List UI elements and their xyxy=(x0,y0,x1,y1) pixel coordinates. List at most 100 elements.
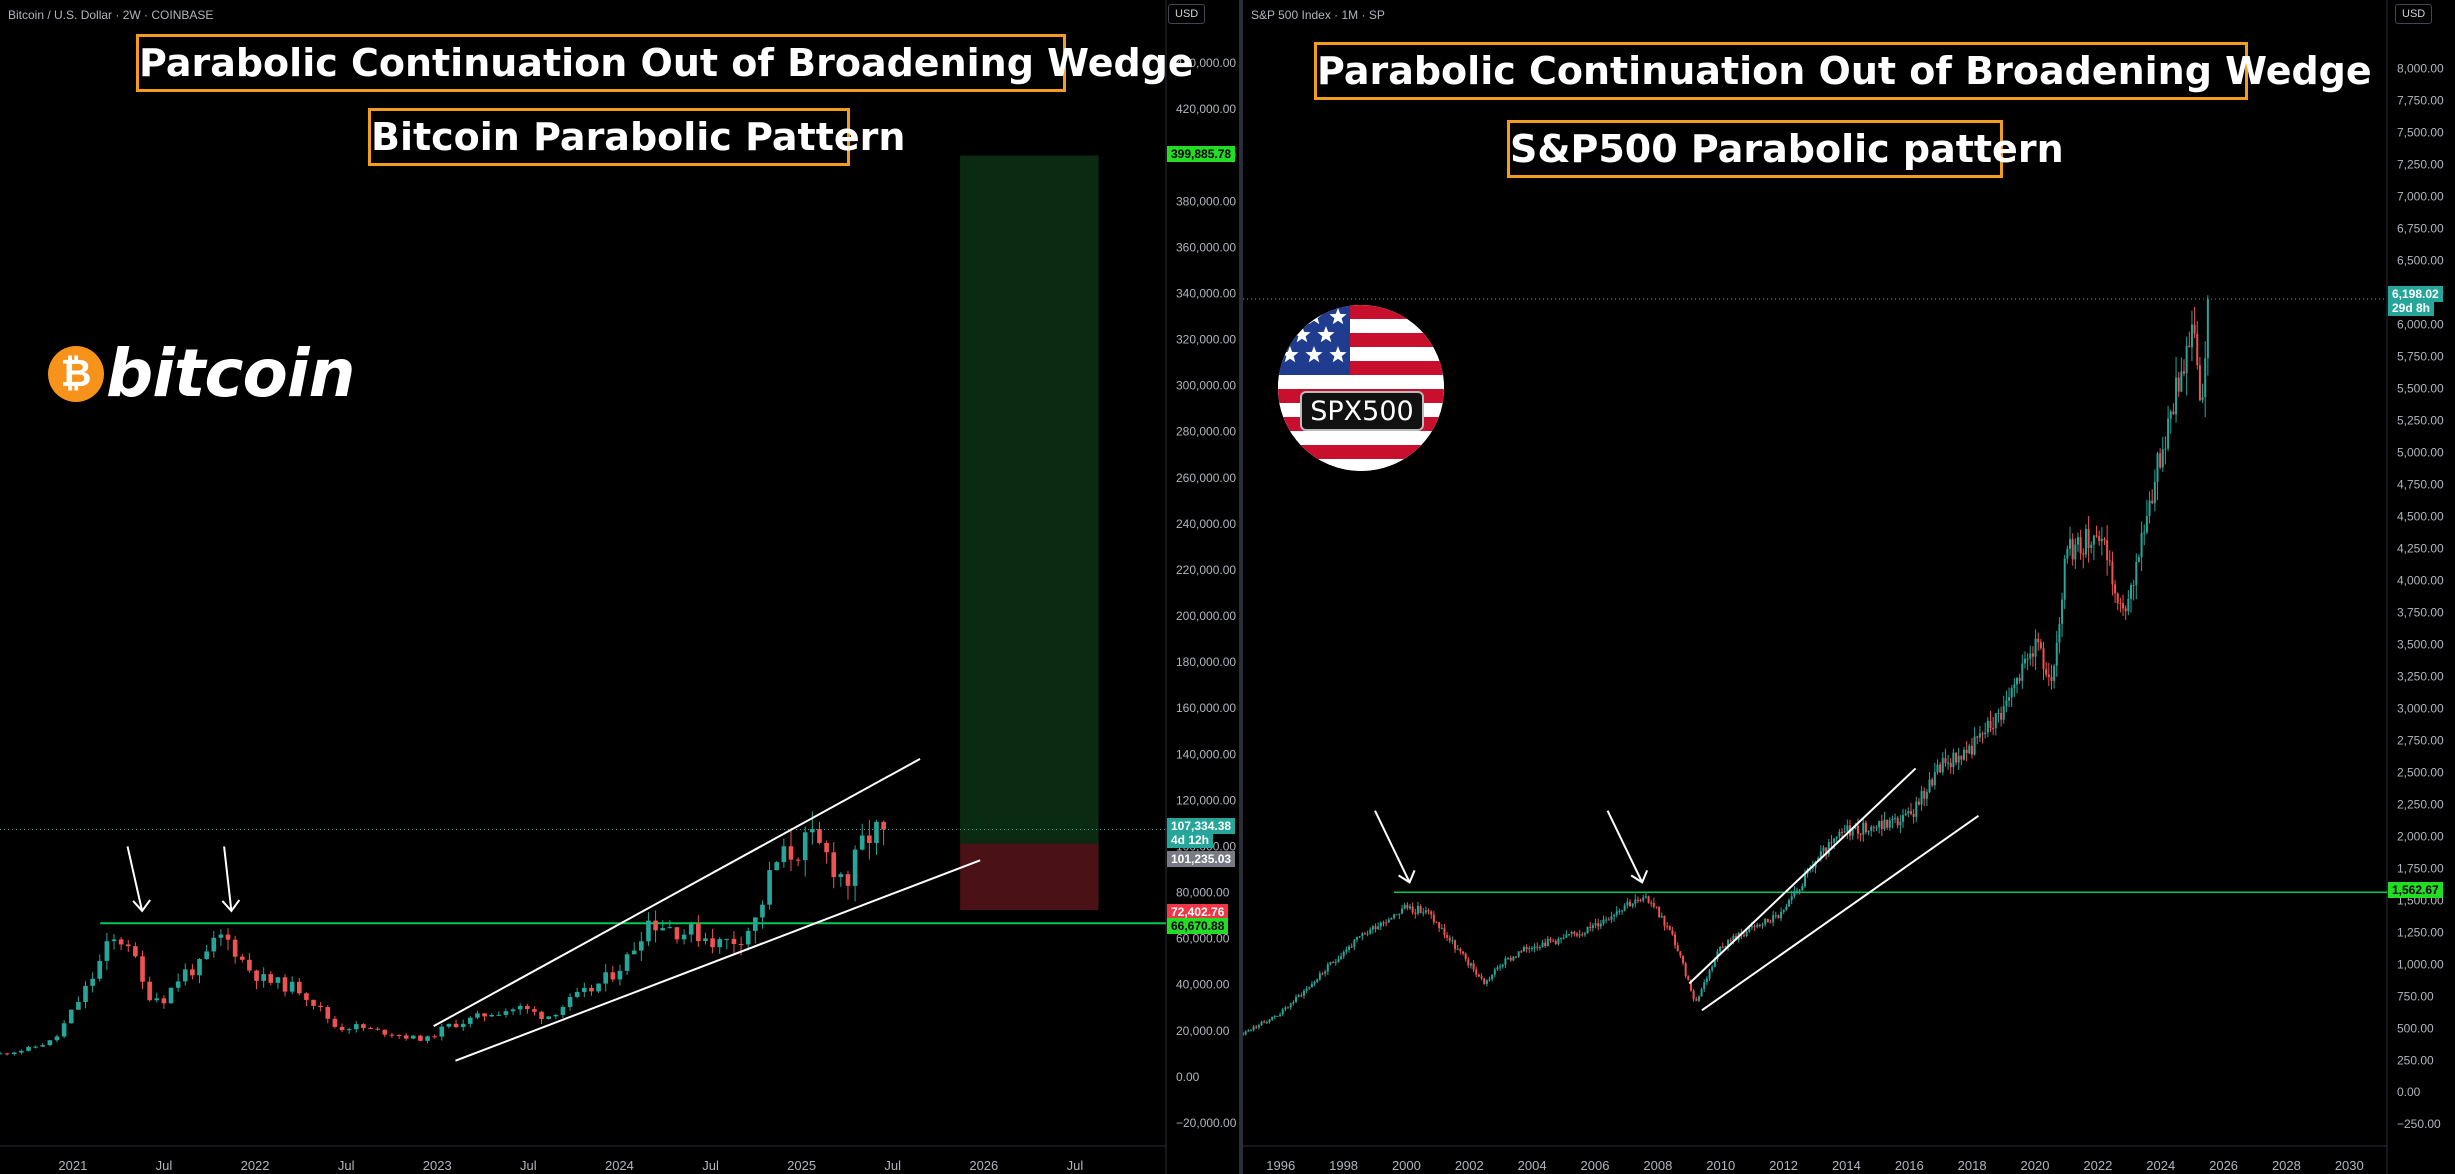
candle-body xyxy=(1652,902,1655,907)
candle-body xyxy=(225,934,231,940)
candle-body xyxy=(1605,919,1608,921)
candle-body xyxy=(161,998,167,1004)
candle-body xyxy=(1748,926,1751,932)
candle-body xyxy=(1488,979,1491,981)
bitcoin-chart-pane[interactable]: −20,000.00 0.00 20,000.00 40,000.00 60,000.0… xyxy=(0,0,1239,1174)
candle-body xyxy=(296,981,302,994)
candle-body xyxy=(1774,915,1777,917)
candle-body xyxy=(753,917,758,931)
bitcoin-chart-svg[interactable]: −20,000.00 0.00 20,000.00 40,000.00 60,000.0… xyxy=(0,0,1239,1174)
candle-body xyxy=(2021,663,2024,681)
candle-body xyxy=(1589,926,1592,928)
candle-body xyxy=(1962,749,1965,760)
candle-body xyxy=(1419,905,1422,913)
candle-body xyxy=(289,981,295,992)
flag-star xyxy=(1305,346,1323,363)
candle-body xyxy=(1607,919,1610,921)
candle-body xyxy=(667,927,673,929)
y-tick-label: 7,500.00 xyxy=(2397,125,2444,139)
candle-body xyxy=(1416,905,1419,914)
candle-body xyxy=(717,939,723,948)
candle-body xyxy=(1597,923,1600,927)
candle-body xyxy=(774,862,780,871)
candle-body xyxy=(1310,983,1313,988)
candle-body xyxy=(2185,345,2188,374)
countdown-tag: 4d 12h xyxy=(1167,831,1214,848)
candle-body xyxy=(1697,996,1700,1001)
spx-chart-pane[interactable]: −250.00 0.00 250.00 500.00 750.00 1,000.00 1,2… xyxy=(1243,0,2455,1174)
candle-body xyxy=(1843,831,1846,833)
x-tick-label: 2018 xyxy=(1958,1158,1987,1173)
candle-body xyxy=(1324,971,1327,974)
candle-body xyxy=(2098,536,2101,542)
candle-body xyxy=(724,938,730,940)
y-tick-label: 420,000.00 xyxy=(1176,102,1236,116)
candle-body xyxy=(2103,538,2106,541)
candle-body xyxy=(1864,822,1867,833)
candle-body xyxy=(218,934,224,938)
spx-chart-svg[interactable]: −250.00 0.00 250.00 500.00 750.00 1,000.00 1,2… xyxy=(1243,0,2455,1174)
countdown-tag: 29d 8h xyxy=(2388,300,2435,316)
candle-body xyxy=(361,1024,366,1029)
candle-body xyxy=(1546,938,1549,946)
candle-body xyxy=(460,1023,466,1028)
y-tick-label: 380,000.00 xyxy=(1176,194,1236,208)
candle-body xyxy=(1705,978,1708,983)
x-tick-label: Jul xyxy=(702,1158,719,1173)
spx-currency-button[interactable]: USD xyxy=(2395,4,2433,24)
candle-body xyxy=(1243,1033,1244,1035)
flag-star xyxy=(1281,346,1299,363)
x-tick-label: 2000 xyxy=(1392,1158,1421,1173)
candle-body xyxy=(83,985,88,1002)
bitcoin-currency-button[interactable]: USD xyxy=(1168,4,1206,24)
candle-body xyxy=(382,1029,388,1035)
candle-body xyxy=(2076,537,2079,545)
candle-body xyxy=(1448,937,1451,941)
candle-body xyxy=(2092,535,2095,545)
candle-body xyxy=(1976,736,1979,738)
bitcoin-title-sub: Bitcoin Parabolic Pattern xyxy=(368,108,905,166)
y-tick-label: 7,750.00 xyxy=(2397,93,2444,107)
candle-body xyxy=(2196,333,2199,366)
candle-body xyxy=(688,924,694,935)
candle-body xyxy=(1753,926,1756,928)
candle-body xyxy=(1321,973,1324,975)
candle-body xyxy=(2050,677,2053,681)
candle-body xyxy=(874,821,879,844)
candle-body xyxy=(1827,842,1830,855)
candle-body xyxy=(2188,345,2191,348)
candle-body xyxy=(574,991,580,997)
candle-body xyxy=(1557,938,1560,944)
candle-body xyxy=(1782,910,1785,912)
candle-body xyxy=(2161,449,2164,468)
candle-body xyxy=(1273,1016,1276,1018)
candle-body xyxy=(375,1028,380,1030)
candle-body xyxy=(2172,411,2175,415)
peak-arrow-head xyxy=(221,899,241,913)
y-tick-label: 180,000.00 xyxy=(1176,655,1236,669)
peak-arrow-head xyxy=(1398,869,1416,884)
candle-body xyxy=(2119,603,2122,605)
candle-body xyxy=(33,1046,38,1048)
candle-body xyxy=(1907,811,1910,814)
candle-body xyxy=(1480,976,1483,979)
candles xyxy=(1243,295,2209,1036)
candle-body xyxy=(1499,966,1502,968)
candle-body xyxy=(639,941,644,951)
candle-body xyxy=(1536,946,1539,948)
candle-body xyxy=(539,1011,544,1019)
candle-body xyxy=(1766,918,1769,923)
y-tick-label: 1,250.00 xyxy=(2397,925,2444,939)
y-tick-label: 140,000.00 xyxy=(1176,747,1236,761)
candle-body xyxy=(1374,926,1377,930)
candle-body xyxy=(2132,585,2135,587)
y-tick-label: 60,000.00 xyxy=(1176,932,1230,946)
y-tick-label: 3,000.00 xyxy=(2397,701,2444,715)
flag-star xyxy=(1317,326,1335,343)
pane-divider[interactable] xyxy=(1239,0,1243,1174)
candle-body xyxy=(1440,928,1443,930)
candle-body xyxy=(1915,801,1918,817)
candle-body xyxy=(817,829,822,844)
y-tick-label: 4,500.00 xyxy=(2397,509,2444,523)
candle-body xyxy=(2204,358,2207,398)
